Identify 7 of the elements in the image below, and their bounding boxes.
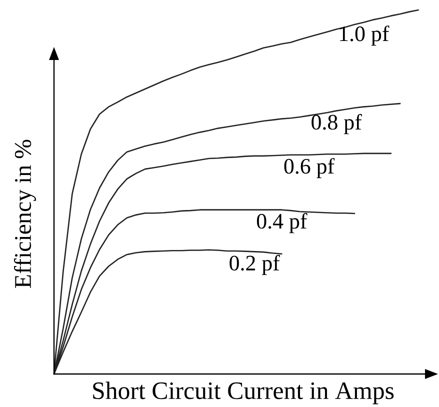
series-label: 1.0 pf [340, 26, 390, 46]
series-label: 0.8 pf [312, 114, 362, 134]
series-label: 0.6 pf [284, 158, 335, 178]
series-label: 0.4 pf [256, 213, 308, 234]
x-axis-title: Short Circuit Current in Amps [93, 382, 394, 404]
series-label: 0.2 pf [230, 254, 280, 275]
y-axis-title: Efficiency in % [14, 140, 36, 288]
